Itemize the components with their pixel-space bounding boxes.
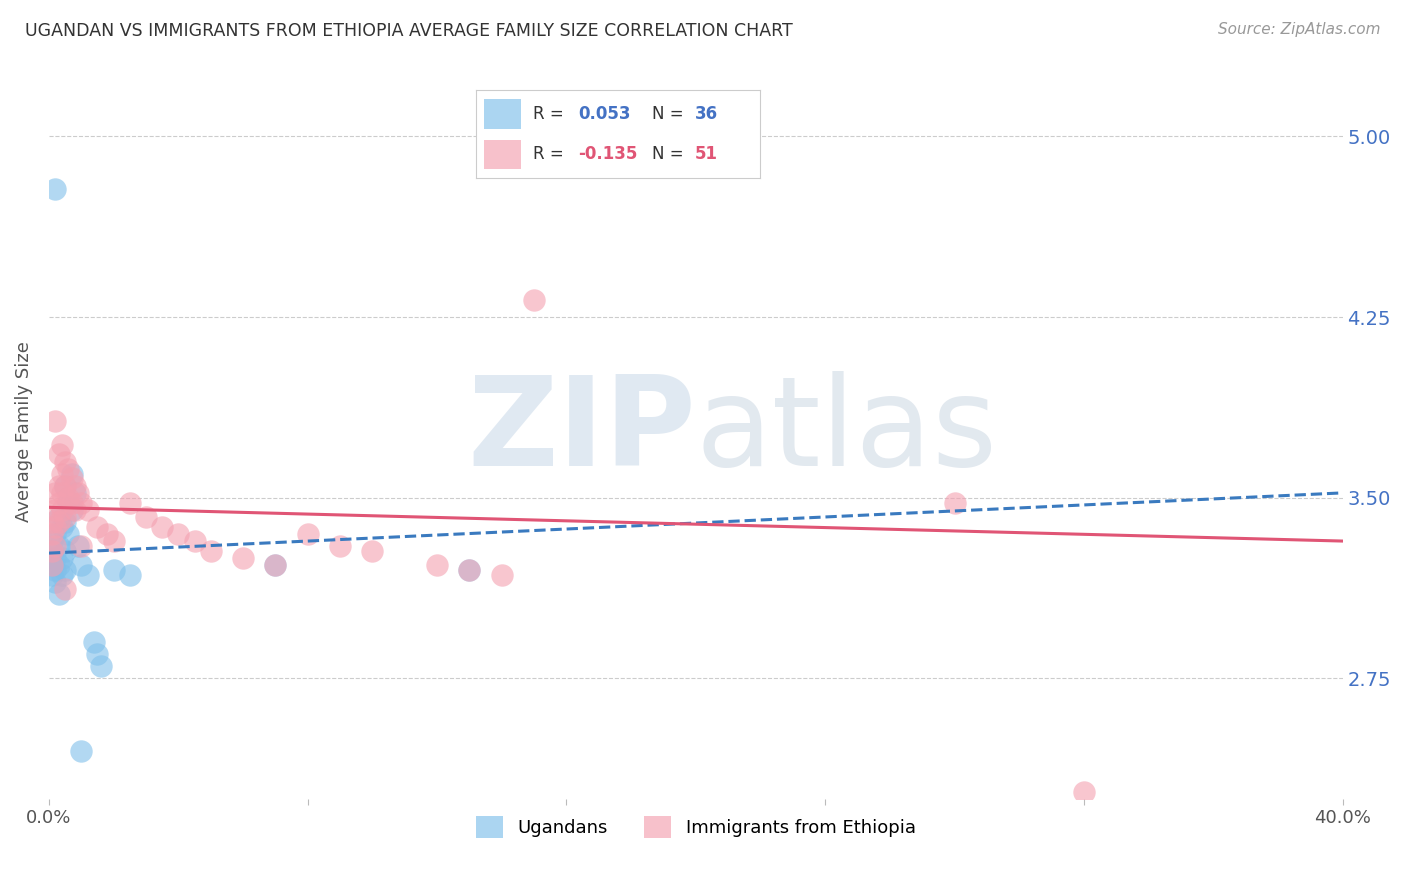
Point [53, 478, 76, 492]
Point [264, 558, 287, 573]
Point [83, 635, 105, 649]
Text: Source: ZipAtlas.com: Source: ZipAtlas.com [1218, 22, 1381, 37]
Point [60, 495, 83, 509]
Point [53, 515, 76, 529]
Point [53, 543, 76, 558]
Point [63, 502, 86, 516]
Point [76, 502, 98, 516]
Point [329, 539, 352, 553]
Point [63, 486, 86, 500]
Point [41, 558, 63, 573]
Point [44, 502, 66, 516]
Point [60, 471, 83, 485]
Point [53, 510, 76, 524]
Point [44, 414, 66, 428]
Point [183, 534, 205, 549]
Point [44, 519, 66, 533]
Point [44, 539, 66, 553]
Point [51, 519, 73, 533]
Point [70, 558, 93, 573]
Text: atlas: atlas [696, 371, 998, 492]
Point [41, 534, 63, 549]
Point [48, 447, 70, 461]
Point [41, 526, 63, 541]
Point [426, 558, 449, 573]
Point [53, 563, 76, 577]
Point [70, 495, 93, 509]
Point [135, 510, 157, 524]
Point [44, 526, 66, 541]
Point [51, 467, 73, 481]
Point [44, 182, 66, 196]
Y-axis label: Average Family Size: Average Family Size [15, 341, 32, 522]
Point [41, 515, 63, 529]
Point [51, 502, 73, 516]
Point [48, 558, 70, 573]
Point [103, 563, 125, 577]
Point [70, 539, 93, 553]
Point [41, 558, 63, 573]
Point [67, 486, 90, 500]
Point [167, 526, 190, 541]
Point [48, 495, 70, 509]
Text: UGANDAN VS IMMIGRANTS FROM ETHIOPIA AVERAGE FAMILY SIZE CORRELATION CHART: UGANDAN VS IMMIGRANTS FROM ETHIOPIA AVER… [25, 22, 793, 40]
Point [200, 543, 222, 558]
Legend: Ugandans, Immigrants from Ethiopia: Ugandans, Immigrants from Ethiopia [468, 808, 922, 845]
Point [44, 550, 66, 565]
Point [118, 495, 141, 509]
Point [53, 478, 76, 492]
Point [103, 534, 125, 549]
Point [86, 648, 108, 662]
Point [53, 582, 76, 597]
Point [41, 543, 63, 558]
Point [458, 563, 481, 577]
Point [150, 519, 173, 533]
Point [491, 567, 513, 582]
Point [51, 567, 73, 582]
Point [297, 526, 319, 541]
Point [523, 293, 546, 307]
Point [90, 659, 112, 673]
Point [264, 558, 287, 573]
Point [232, 550, 254, 565]
Point [58, 495, 80, 509]
Point [44, 574, 66, 589]
Point [96, 526, 118, 541]
Point [48, 539, 70, 553]
Point [51, 486, 73, 500]
Point [60, 467, 83, 481]
Point [86, 519, 108, 533]
Point [51, 550, 73, 565]
Text: ZIP: ZIP [467, 371, 696, 492]
Point [44, 486, 66, 500]
Point [1073, 784, 1095, 798]
Point [58, 462, 80, 476]
Point [70, 744, 93, 758]
Point [943, 495, 966, 509]
Point [58, 491, 80, 505]
Point [51, 438, 73, 452]
Point [48, 478, 70, 492]
Point [44, 563, 66, 577]
Point [48, 515, 70, 529]
Point [41, 543, 63, 558]
Point [118, 567, 141, 582]
Point [458, 563, 481, 577]
Point [60, 502, 83, 516]
Point [67, 539, 90, 553]
Point [76, 567, 98, 582]
Point [41, 567, 63, 582]
Point [58, 526, 80, 541]
Point [53, 454, 76, 468]
Point [361, 543, 384, 558]
Point [48, 510, 70, 524]
Point [48, 587, 70, 601]
Point [63, 478, 86, 492]
